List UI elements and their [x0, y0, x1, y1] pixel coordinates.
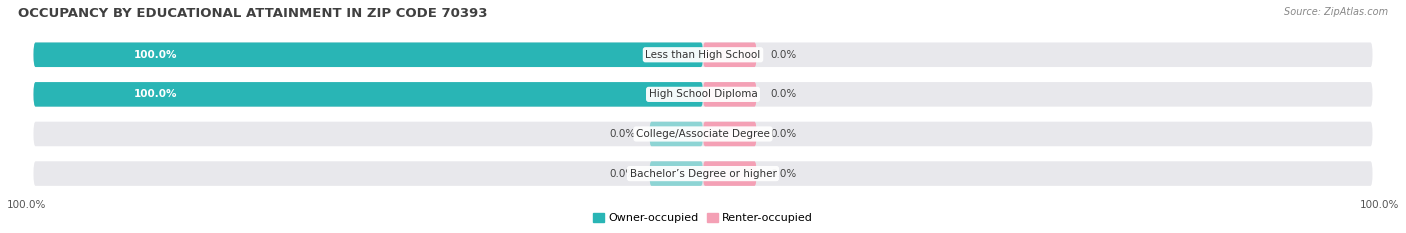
- Text: Source: ZipAtlas.com: Source: ZipAtlas.com: [1284, 7, 1388, 17]
- Text: 100.0%: 100.0%: [7, 200, 46, 210]
- Text: OCCUPANCY BY EDUCATIONAL ATTAINMENT IN ZIP CODE 70393: OCCUPANCY BY EDUCATIONAL ATTAINMENT IN Z…: [18, 7, 488, 20]
- Text: 0.0%: 0.0%: [610, 129, 636, 139]
- Text: 100.0%: 100.0%: [134, 50, 177, 60]
- FancyBboxPatch shape: [34, 161, 1372, 186]
- FancyBboxPatch shape: [650, 161, 703, 186]
- Text: 100.0%: 100.0%: [134, 89, 177, 99]
- FancyBboxPatch shape: [703, 161, 756, 186]
- Text: Less than High School: Less than High School: [645, 50, 761, 60]
- Text: 0.0%: 0.0%: [770, 50, 796, 60]
- FancyBboxPatch shape: [703, 82, 756, 107]
- Legend: Owner-occupied, Renter-occupied: Owner-occupied, Renter-occupied: [589, 208, 817, 227]
- FancyBboxPatch shape: [34, 42, 703, 67]
- FancyBboxPatch shape: [703, 122, 756, 146]
- FancyBboxPatch shape: [34, 122, 1372, 146]
- Text: 100.0%: 100.0%: [1360, 200, 1399, 210]
- Text: 0.0%: 0.0%: [610, 169, 636, 178]
- FancyBboxPatch shape: [703, 42, 756, 67]
- Text: Bachelor’s Degree or higher: Bachelor’s Degree or higher: [630, 169, 776, 178]
- FancyBboxPatch shape: [34, 82, 703, 107]
- FancyBboxPatch shape: [34, 82, 1372, 107]
- Text: College/Associate Degree: College/Associate Degree: [636, 129, 770, 139]
- Text: 0.0%: 0.0%: [770, 129, 796, 139]
- Text: 0.0%: 0.0%: [770, 89, 796, 99]
- Text: 0.0%: 0.0%: [770, 169, 796, 178]
- Text: High School Diploma: High School Diploma: [648, 89, 758, 99]
- FancyBboxPatch shape: [650, 122, 703, 146]
- FancyBboxPatch shape: [34, 42, 1372, 67]
